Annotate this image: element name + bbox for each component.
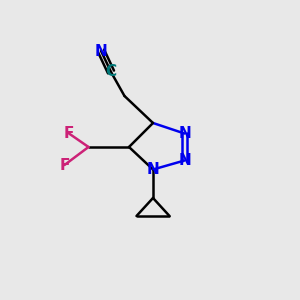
Text: N: N <box>178 126 191 141</box>
Text: C: C <box>105 64 117 80</box>
Text: N: N <box>147 162 159 177</box>
Text: F: F <box>64 126 74 141</box>
Text: F: F <box>59 158 70 172</box>
Text: N: N <box>95 44 107 59</box>
Text: N: N <box>178 153 191 168</box>
